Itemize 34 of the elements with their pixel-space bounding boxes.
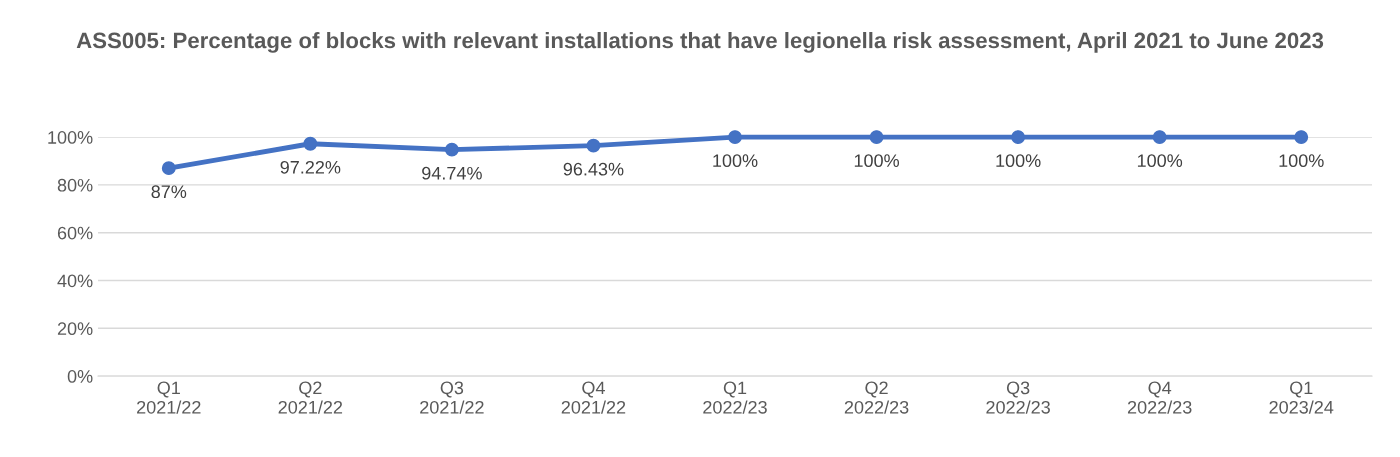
data-label: 94.74%	[422, 166, 482, 180]
point	[1011, 130, 1026, 145]
y-tick-label: 100%	[48, 131, 93, 144]
data-label: 100%	[1137, 154, 1183, 168]
x-tick-label: Q4 2022/23	[1127, 381, 1192, 414]
x-tick-label: Q2 2022/23	[844, 381, 909, 414]
point	[1152, 130, 1167, 145]
point	[586, 138, 601, 153]
y-tick-label: 40%	[57, 274, 93, 288]
x-tick-label: Q2 2021/22	[278, 381, 343, 414]
chart-title: ASS005: Percentage of blocks with relevant installations that have legionella risk assessment, April 2021 to June 2023	[76, 31, 1324, 53]
point	[869, 130, 884, 145]
data-label: 100%	[996, 154, 1041, 168]
x-tick-label: Q3 2021/22	[420, 381, 484, 414]
x-tick-label: Q3 2022/23	[986, 381, 1050, 414]
data-label: 100%	[1279, 154, 1324, 168]
point	[303, 136, 318, 151]
data-label: 97.22%	[280, 160, 341, 174]
point	[1294, 130, 1309, 145]
y-tick-label: 80%	[57, 178, 93, 192]
data-label: 96.43%	[563, 162, 624, 176]
x-tick-label: Q4 2021/22	[561, 381, 626, 414]
data-label: 100%	[713, 154, 758, 168]
y-tick-label: 0%	[67, 370, 93, 383]
point	[161, 161, 176, 176]
point	[728, 130, 742, 145]
x-tick-label: Q1 2023/24	[1269, 381, 1334, 414]
point	[444, 142, 459, 157]
y-tick-label: 20%	[57, 322, 93, 336]
data-label: 100%	[854, 154, 899, 168]
y-tick-label: 60%	[57, 226, 93, 240]
x-tick-label: Q1 2022/23	[703, 381, 767, 414]
data-label: 87%	[151, 185, 187, 199]
x-tick-label: Q1 2021/22	[137, 381, 201, 414]
